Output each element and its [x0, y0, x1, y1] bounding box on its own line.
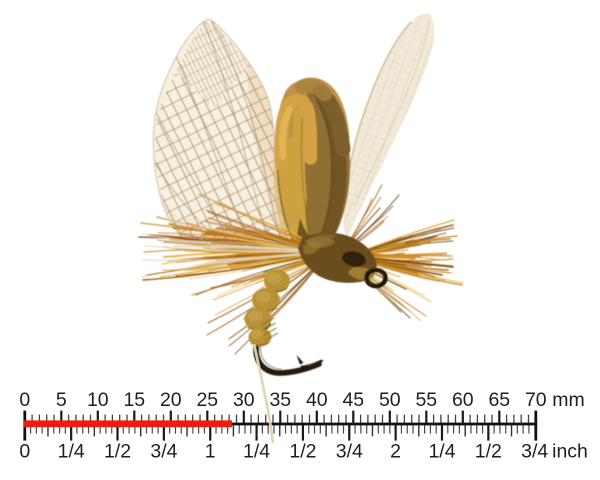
svg-text:55: 55 — [415, 389, 437, 411]
svg-text:25: 25 — [196, 389, 218, 411]
svg-text:0: 0 — [19, 389, 30, 411]
svg-text:20: 20 — [160, 389, 182, 411]
svg-text:1/4: 1/4 — [58, 441, 85, 463]
svg-text:1/4: 1/4 — [428, 441, 455, 463]
svg-text:40: 40 — [306, 389, 328, 411]
svg-text:50: 50 — [379, 389, 401, 411]
svg-text:45: 45 — [342, 389, 364, 411]
svg-text:10: 10 — [87, 389, 109, 411]
svg-text:1/2: 1/2 — [289, 441, 316, 463]
svg-text:70: 70 — [525, 389, 547, 411]
svg-text:30: 30 — [233, 389, 255, 411]
svg-text:3/4: 3/4 — [336, 441, 363, 463]
svg-text:3/4: 3/4 — [521, 441, 548, 463]
svg-text:5: 5 — [56, 389, 67, 411]
svg-text:1: 1 — [205, 441, 216, 463]
svg-text:inch: inch — [552, 441, 588, 463]
svg-text:60: 60 — [452, 389, 474, 411]
svg-text:0: 0 — [19, 441, 30, 463]
svg-text:2: 2 — [390, 441, 401, 463]
svg-text:mm: mm — [552, 389, 585, 411]
svg-text:35: 35 — [269, 389, 291, 411]
svg-text:1/2: 1/2 — [475, 441, 502, 463]
svg-text:15: 15 — [123, 389, 145, 411]
svg-text:3/4: 3/4 — [150, 441, 177, 463]
svg-text:65: 65 — [488, 389, 510, 411]
svg-text:1/4: 1/4 — [243, 441, 270, 463]
svg-text:1/2: 1/2 — [104, 441, 131, 463]
